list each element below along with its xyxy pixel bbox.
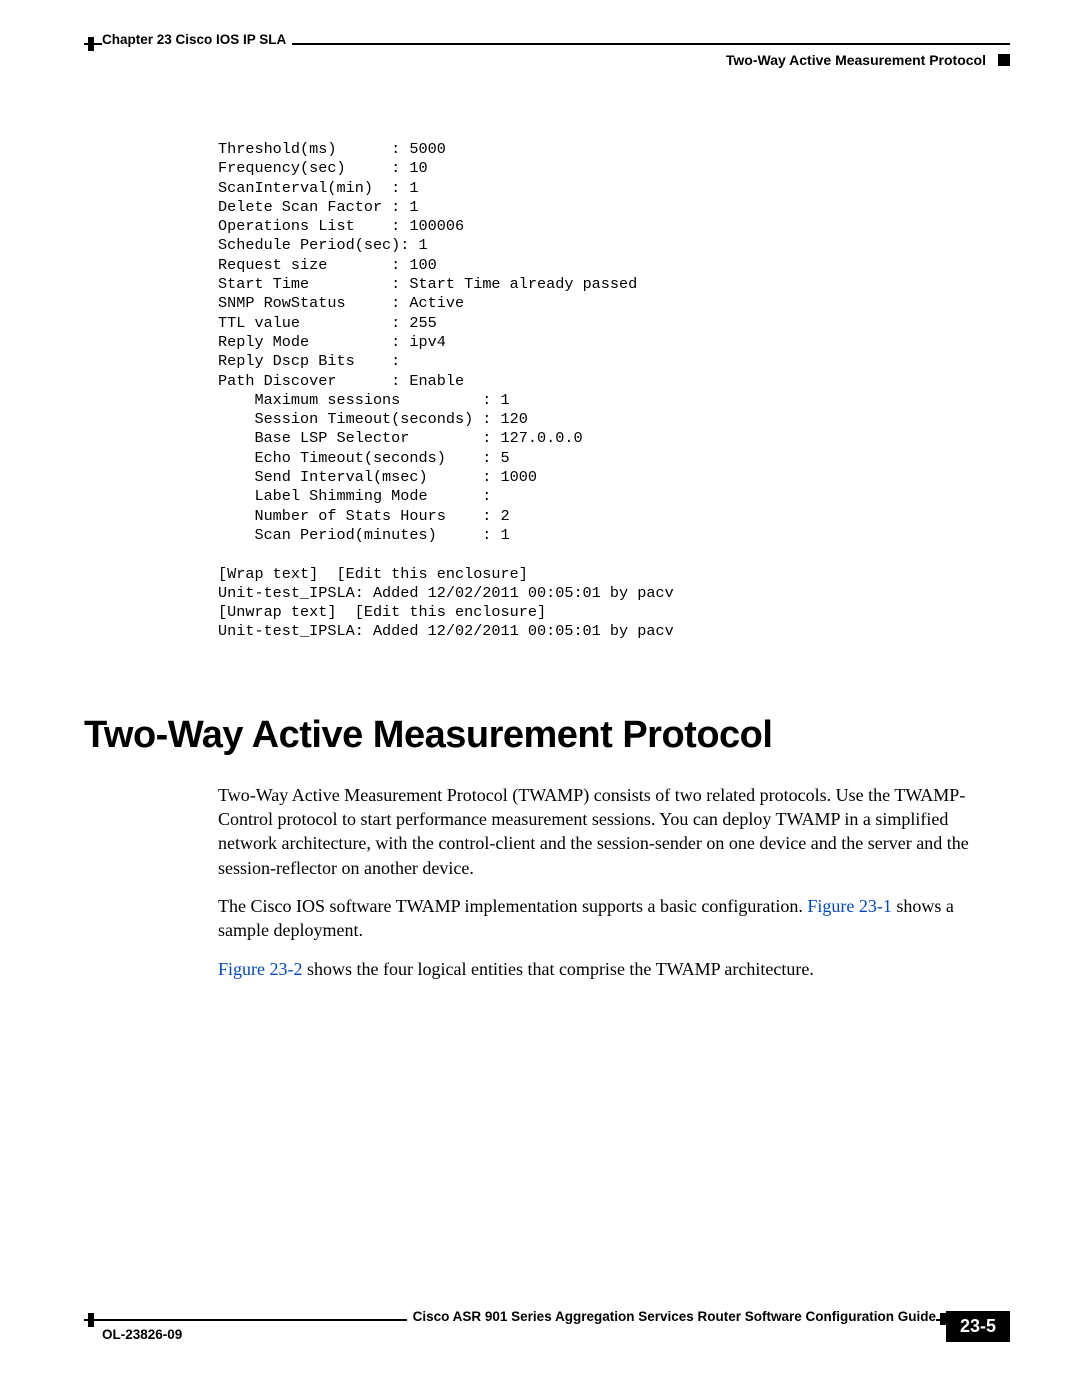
footer-tick (88, 1313, 94, 1327)
cli-output-block: Threshold(ms) : 5000 Frequency(sec) : 10… (218, 140, 1010, 642)
code-line: Request size : 100 (218, 256, 437, 274)
code-line: Delete Scan Factor : 1 (218, 198, 419, 216)
figure-link[interactable]: Figure 23-2 (218, 959, 303, 979)
code-line: Reply Dscp Bits : (218, 352, 400, 370)
page-container: Chapter 23 Cisco IOS IP SLA Two-Way Acti… (0, 0, 1080, 1397)
code-line: Frequency(sec) : 10 (218, 159, 428, 177)
page-footer: Cisco ASR 901 Series Aggregation Service… (84, 1313, 1010, 1361)
code-line: [Unwrap text] [Edit this enclosure] (218, 603, 546, 621)
code-line: Unit-test_IPSLA: Added 12/02/2011 00:05:… (218, 584, 674, 602)
section-heading: Two-Way Active Measurement Protocol (84, 714, 1010, 757)
code-line: Schedule Period(sec): 1 (218, 236, 428, 254)
paragraph: Figure 23-2 shows the four logical entit… (218, 957, 1000, 981)
code-line: Path Discover : Enable (218, 372, 464, 390)
header-tick (88, 37, 94, 51)
paragraph: The Cisco IOS software TWAMP implementat… (218, 894, 1000, 943)
code-line: ScanInterval(min) : 1 (218, 179, 419, 197)
code-line: Start Time : Start Time already passed (218, 275, 637, 293)
page-number: 23-5 (946, 1311, 1010, 1342)
code-line: Label Shimming Mode : (218, 487, 491, 505)
running-section-title: Two-Way Active Measurement Protocol (726, 52, 986, 68)
code-line: Base LSP Selector : 127.0.0.0 (218, 429, 583, 447)
code-line: Reply Mode : ipv4 (218, 333, 446, 351)
body-text: Two-Way Active Measurement Protocol (TWA… (218, 783, 1000, 981)
code-line: Operations List : 100006 (218, 217, 464, 235)
code-line: Number of Stats Hours : 2 (218, 507, 510, 525)
code-line: [Wrap text] [Edit this enclosure] (218, 565, 528, 583)
code-line: Maximum sessions : 1 (218, 391, 510, 409)
code-line: Unit-test_IPSLA: Added 12/02/2011 00:05:… (218, 622, 674, 640)
page-header: Chapter 23 Cisco IOS IP SLA Two-Way Acti… (84, 32, 1010, 82)
code-line: Send Interval(msec) : 1000 (218, 468, 537, 486)
header-marker-icon (998, 54, 1010, 66)
code-line: SNMP RowStatus : Active (218, 294, 464, 312)
code-line: TTL value : 255 (218, 314, 437, 332)
code-line: Session Timeout(seconds) : 120 (218, 410, 528, 428)
figure-link[interactable]: Figure 23-1 (807, 896, 892, 916)
paragraph: Two-Way Active Measurement Protocol (TWA… (218, 783, 1000, 880)
code-line: Echo Timeout(seconds) : 5 (218, 449, 510, 467)
footer-doc-title: Cisco ASR 901 Series Aggregation Service… (407, 1309, 936, 1324)
code-line: Scan Period(minutes) : 1 (218, 526, 510, 544)
footer-doc-id: OL-23826-09 (102, 1327, 182, 1342)
code-line: Threshold(ms) : 5000 (218, 140, 446, 158)
chapter-label: Chapter 23 Cisco IOS IP SLA (102, 32, 292, 47)
